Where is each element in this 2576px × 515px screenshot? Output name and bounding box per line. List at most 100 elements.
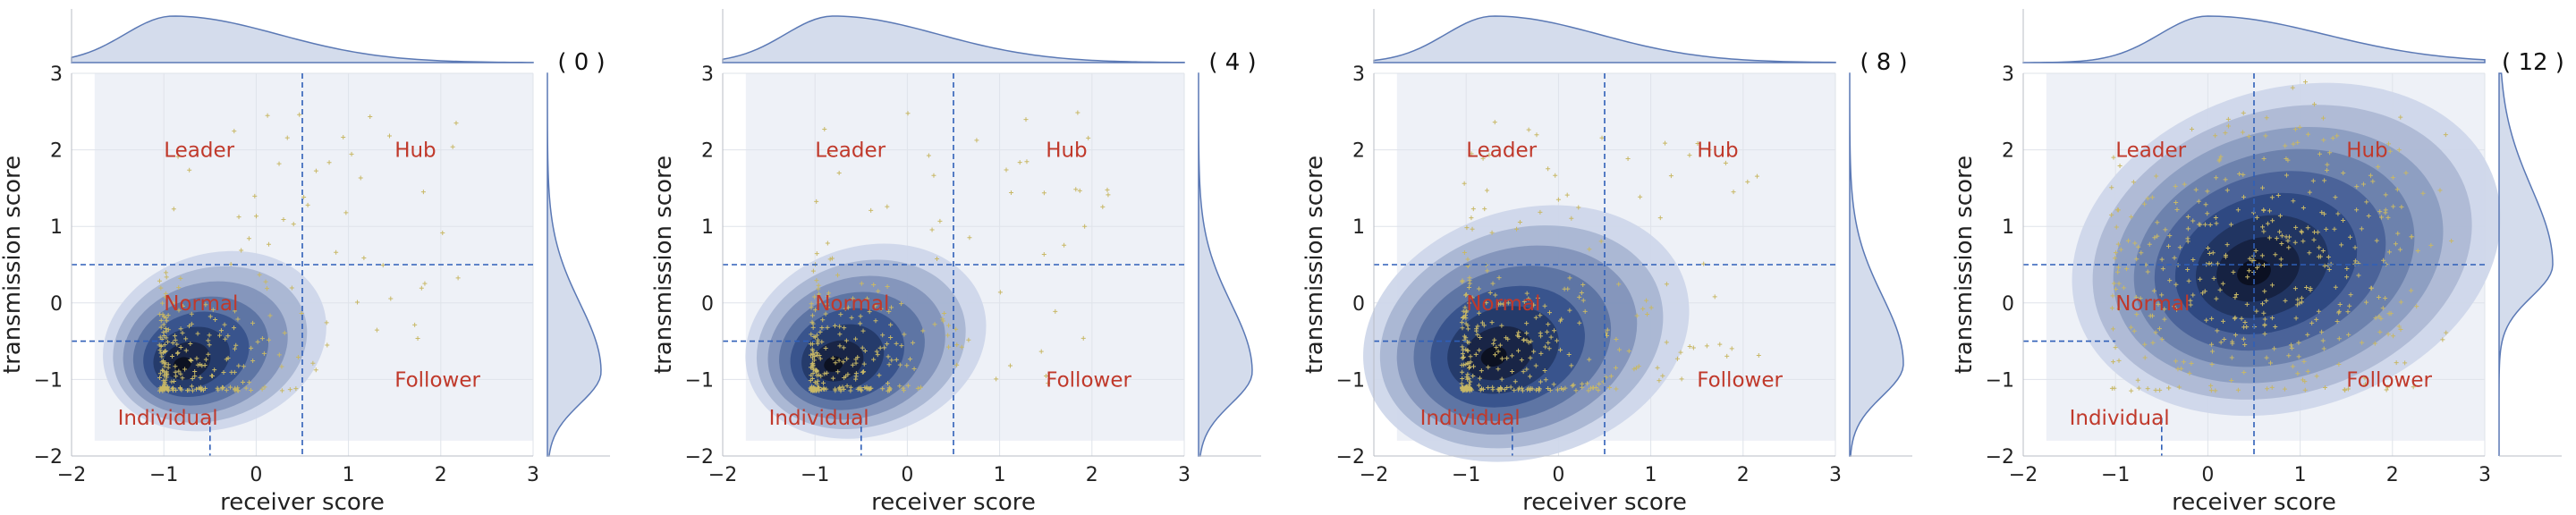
- scatter-point-0-152: [293, 386, 299, 392]
- scatter-point-3-288: [2198, 222, 2203, 227]
- x-tick-label-3: 0: [2201, 464, 2214, 486]
- scatter-point-1-113: [813, 308, 818, 313]
- scatter-point-2-156: [1563, 385, 1568, 391]
- scatter-point-3-170: [2154, 173, 2159, 179]
- scatter-point-1-123: [809, 347, 815, 352]
- scatter-point-1-8: [829, 256, 835, 261]
- scatter-point-0-146: [169, 379, 174, 384]
- region-label-normal-3: Normal: [2115, 292, 2190, 316]
- scatter-point-2-123: [1516, 330, 1521, 335]
- scatter-point-1-128: [915, 385, 920, 391]
- scatter-point-2-226: [1631, 367, 1637, 372]
- scatter-point-1-234: [901, 385, 906, 391]
- scatter-point-1-143: [830, 376, 835, 381]
- scatter-point-1-81: [911, 340, 916, 345]
- scatter-point-1-34: [810, 325, 816, 330]
- scatter-point-0-76: [203, 302, 208, 308]
- scatter-point-2-89: [1614, 336, 1619, 342]
- x-tick-label-2: −1: [1452, 464, 1480, 486]
- scatter-point-2-185: [1469, 151, 1474, 156]
- y-tick-label-0: 3: [50, 63, 63, 86]
- scatter-point-2-36: [1548, 334, 1554, 340]
- scatter-point-0-70: [187, 167, 192, 173]
- scatter-point-2-202: [1596, 387, 1601, 393]
- scatter-point-1-246: [809, 313, 815, 318]
- scatter-point-3-153: [2443, 132, 2448, 138]
- scatter-point-1-200: [823, 311, 828, 317]
- scatter-point-0-109: [195, 362, 200, 367]
- scatter-point-0-196: [174, 350, 180, 356]
- scatter-point-1-79: [859, 281, 864, 286]
- scatter-point-3-51: [2242, 342, 2248, 347]
- scatter-point-0-242: [158, 350, 164, 356]
- scatter-point-1-180: [1073, 187, 1079, 192]
- scatter-point-2-255: [1553, 173, 1558, 178]
- scatter-point-2-50: [1664, 282, 1669, 287]
- scatter-point-1-155: [1082, 224, 1088, 229]
- scatter-point-1-115: [1046, 381, 1051, 386]
- scatter-point-3-27: [2134, 312, 2140, 317]
- scatter-point-3-357: [2278, 263, 2284, 268]
- x-tick-label-0: −2: [57, 464, 86, 486]
- scatter-point-0-141: [159, 354, 165, 359]
- scatter-point-3-187: [2124, 266, 2130, 272]
- scatter-point-1-217: [874, 349, 879, 354]
- scatter-point-2-120: [1724, 353, 1730, 359]
- region-label-hub-3: Hub: [2346, 139, 2387, 163]
- scatter-point-2-233: [1460, 369, 1465, 375]
- scatter-point-3-149: [2273, 252, 2278, 258]
- scatter-point-2-155: [1729, 346, 1734, 351]
- scatter-point-3-80: [2402, 360, 2408, 366]
- scatter-point-1-30: [937, 218, 943, 224]
- scatter-point-3-348: [2268, 360, 2274, 366]
- panel-label-2: ( 8 ): [1860, 49, 1907, 76]
- scatter-point-0-25: [209, 374, 215, 379]
- scatter-point-0-40: [295, 354, 301, 359]
- marginal-x-kde-3: [2022, 15, 2486, 63]
- scatter-point-0-0: [233, 308, 238, 314]
- scatter-point-0-216: [223, 336, 228, 342]
- scatter-point-1-63: [966, 337, 971, 342]
- scatter-point-0-113: [233, 346, 238, 351]
- scatter-point-1-45: [825, 241, 830, 246]
- scatter-point-2-316: [1508, 384, 1513, 390]
- scatter-point-3-377: [2133, 294, 2139, 300]
- scatter-point-0-53: [161, 322, 166, 327]
- scatter-point-0-164: [247, 380, 252, 385]
- scatter-point-3-294: [2207, 222, 2213, 227]
- scatter-point-2-294: [1460, 344, 1465, 350]
- scatter-point-2-201: [1476, 383, 1481, 388]
- scatter-point-3-137: [2383, 207, 2388, 213]
- scatter-point-3-221: [2113, 345, 2118, 350]
- scatter-point-2-209: [1567, 308, 1572, 313]
- scatter-point-3-350: [2377, 314, 2382, 319]
- scatter-point-3-323: [2326, 255, 2331, 260]
- scatter-point-3-18: [2131, 328, 2137, 333]
- scatter-point-2-146: [1513, 379, 1518, 384]
- scatter-point-3-81: [2376, 165, 2381, 170]
- scatter-point-0-103: [174, 374, 179, 379]
- scatter-point-2-51: [1478, 334, 1483, 340]
- scatter-point-3-306: [2267, 235, 2272, 241]
- scatter-point-2-160: [1638, 194, 1643, 199]
- scatter-point-2-235: [1527, 374, 1532, 379]
- scatter-point-2-170: [1535, 295, 1540, 300]
- scatter-point-3-9: [2135, 377, 2140, 383]
- scatter-point-1-188: [833, 360, 838, 366]
- scatter-point-3-282: [2167, 278, 2173, 283]
- scatter-point-0-105: [297, 112, 302, 117]
- scatter-point-0-85: [386, 133, 392, 139]
- scatter-point-2-308: [1580, 384, 1585, 390]
- scatter-point-0-227: [173, 364, 178, 369]
- scatter-point-2-76: [1542, 368, 1547, 374]
- scatter-point-0-162: [216, 387, 221, 393]
- scatter-point-3-95: [2377, 209, 2383, 215]
- scatter-point-3-281: [2246, 134, 2251, 139]
- scatter-point-0-129: [267, 337, 272, 342]
- scatter-point-2-103: [1463, 321, 1469, 326]
- scatter-point-1-40: [1062, 242, 1067, 248]
- scatter-point-3-173: [2174, 307, 2180, 312]
- scatter-point-0-47: [282, 330, 287, 335]
- scatter-point-0-256: [162, 361, 167, 367]
- scatter-point-3-176: [2293, 224, 2299, 230]
